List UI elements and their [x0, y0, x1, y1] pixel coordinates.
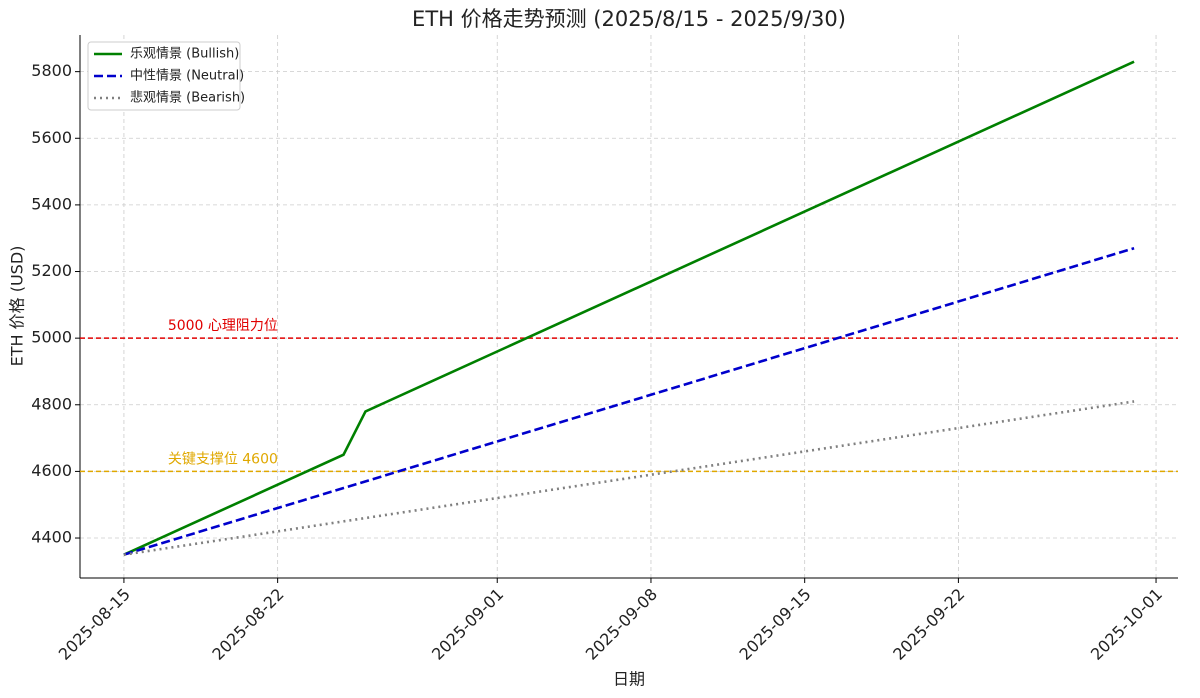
line-series	[123, 60, 1135, 556]
legend-label: 中性情景 (Neutral)	[130, 69, 244, 84]
y-tick-label: 4400	[31, 528, 72, 547]
reference-label: 5000 心理阻力位	[168, 318, 278, 334]
legend-box	[87, 41, 241, 111]
legend-label: 乐观情景 (Bullish)	[130, 47, 239, 62]
y-tick-label: 4600	[31, 461, 72, 480]
y-tick-label: 5000	[31, 328, 72, 347]
x-tick-label: 2025-09-08	[582, 585, 661, 664]
x-axis-label: 日期	[613, 670, 645, 689]
y-tick-label: 5800	[31, 61, 72, 80]
x-tick-label: 2025-09-22	[889, 585, 968, 664]
line-series	[123, 400, 1135, 556]
line-series	[123, 246, 1135, 556]
y-tick-label: 5600	[31, 128, 72, 147]
reference-label: 关键支撑位 4600	[168, 451, 278, 467]
y-tick-label: 5200	[31, 261, 72, 280]
x-tick-label: 2025-08-15	[55, 585, 134, 664]
y-axis-label: ETH 价格 (USD)	[8, 246, 27, 367]
y-tick-label: 4800	[31, 394, 72, 413]
x-tick-label: 2025-09-15	[736, 585, 815, 664]
x-tick-label: 2025-08-22	[208, 585, 287, 664]
legend-label: 悲观情景 (Bearish)	[130, 90, 245, 106]
x-tick-label: 2025-10-01	[1087, 585, 1166, 664]
x-tick-label: 2025-09-01	[428, 585, 507, 664]
chart-title: ETH 价格走势预测 (2025/8/15 - 2025/9/30)	[412, 7, 846, 31]
y-tick-label: 5400	[31, 194, 72, 213]
